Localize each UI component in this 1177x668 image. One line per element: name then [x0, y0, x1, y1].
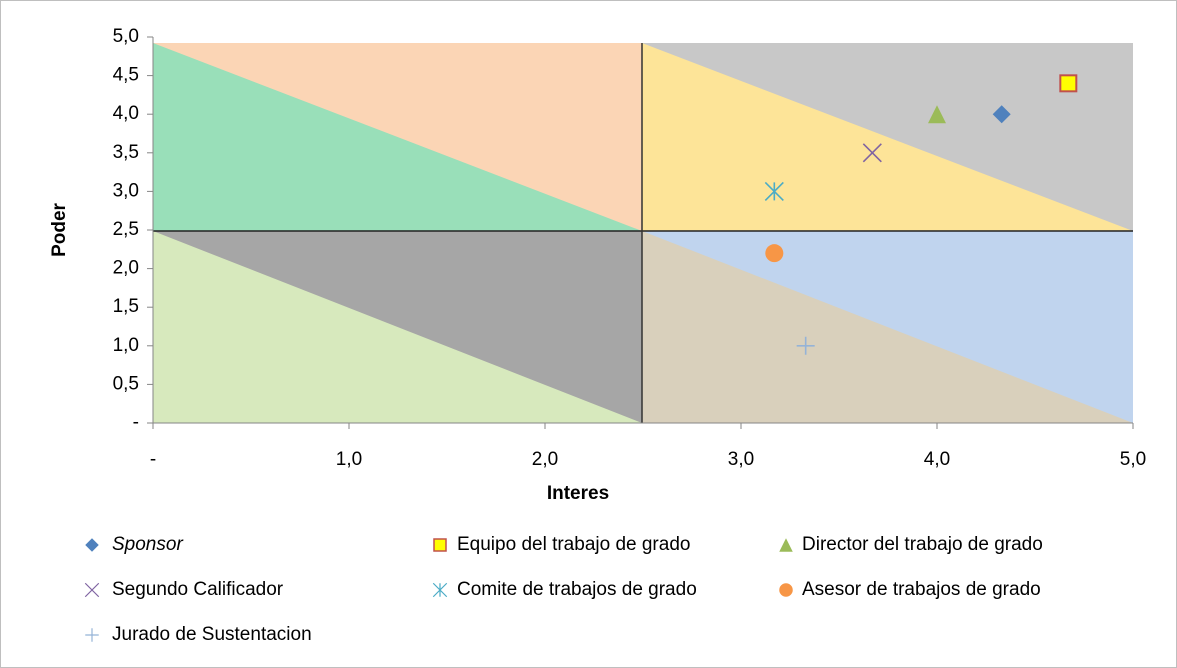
x-tick-label: -	[150, 449, 156, 470]
y-tick-label: 1,5	[113, 296, 139, 317]
legend-marker	[433, 538, 447, 552]
x-tick-label: 4,0	[924, 449, 950, 470]
legend-label: Director del trabajo de grado	[802, 534, 1043, 555]
region	[153, 43, 642, 231]
legend-label: Segundo Calificador	[112, 579, 284, 600]
marker	[992, 105, 1011, 124]
y-tick-label: 3,0	[113, 180, 139, 201]
x-tick-label: 2,0	[532, 449, 558, 470]
y-tick-label: 2,0	[113, 258, 139, 279]
marker	[764, 181, 784, 201]
legend-marker	[779, 583, 793, 597]
x-tick-label: 1,0	[336, 449, 362, 470]
y-tick-label: -	[133, 412, 139, 433]
y-tick-label: 3,5	[113, 142, 139, 163]
legend-label: Comite de trabajos de grado	[457, 579, 697, 600]
x-tick-label: 3,0	[728, 449, 754, 470]
legend-label: Sponsor	[112, 534, 183, 555]
marker	[765, 244, 784, 263]
y-tick-label: 2,5	[113, 219, 139, 240]
legend-label: Equipo del trabajo de grado	[457, 534, 690, 555]
legend-marker	[85, 538, 99, 552]
x-tick-label: 5,0	[1120, 449, 1146, 470]
region	[153, 231, 642, 423]
legend-marker	[84, 582, 100, 598]
y-axis-label: Poder	[49, 202, 70, 256]
legend-marker	[779, 538, 793, 552]
y-tick-label: 4,0	[113, 103, 139, 124]
legend-marker	[85, 628, 99, 642]
y-tick-label: 0,5	[113, 373, 139, 394]
region	[642, 43, 1133, 231]
marker	[796, 336, 815, 355]
legend-label: Jurado de Sustentacion	[112, 624, 312, 645]
marker	[862, 143, 882, 163]
legend-marker	[432, 582, 448, 598]
marker	[1059, 74, 1078, 93]
legend-label: Asesor de trabajos de grado	[802, 579, 1041, 600]
y-tick-label: 5,0	[113, 26, 139, 47]
y-tick-label: 4,5	[113, 65, 139, 86]
quadrants	[153, 43, 1133, 423]
marker	[928, 105, 946, 124]
y-tick-label: 1,0	[113, 335, 139, 356]
region	[642, 231, 1133, 423]
x-axis-label: Interes	[547, 483, 609, 504]
